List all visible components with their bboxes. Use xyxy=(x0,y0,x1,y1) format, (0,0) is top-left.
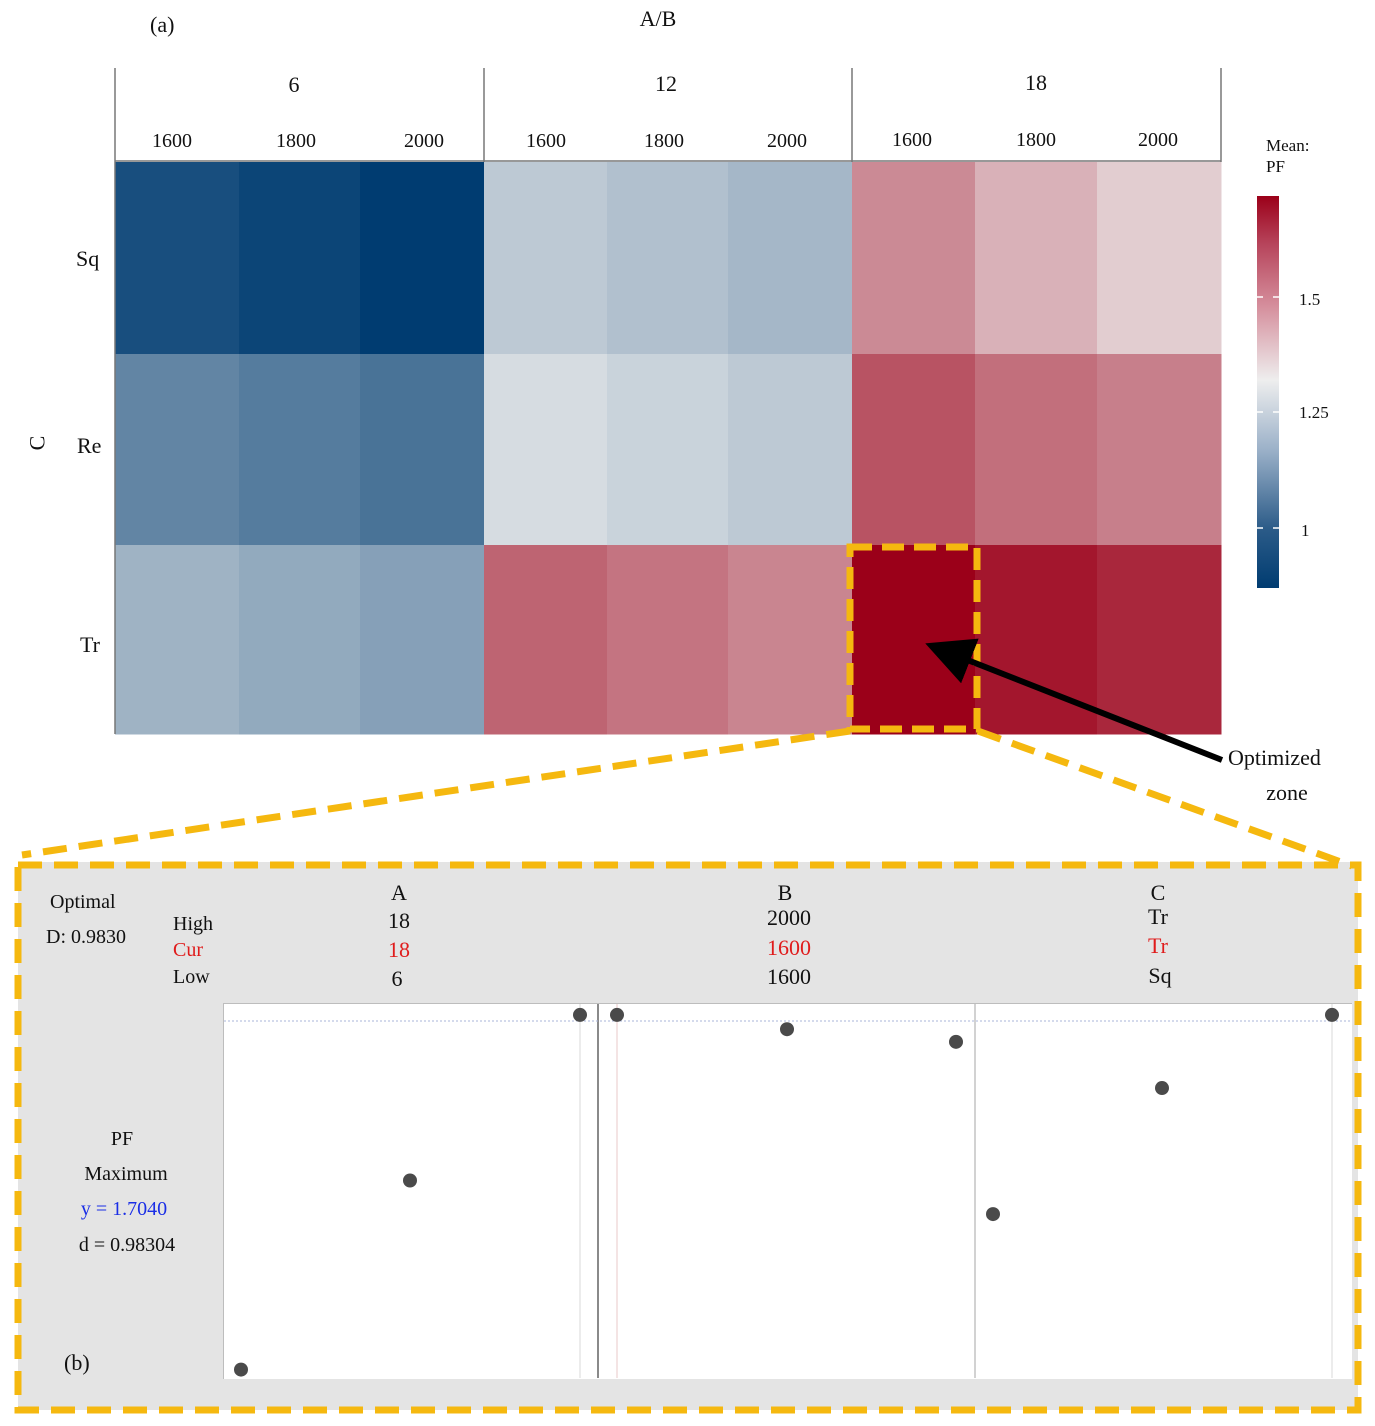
factor-a-high: 18 xyxy=(388,908,410,933)
heatmap-cell xyxy=(360,162,485,355)
row-low-label: Low xyxy=(173,966,210,988)
profiler-point xyxy=(780,1022,794,1037)
heatmap-cell xyxy=(975,354,1098,546)
heatmap-cell xyxy=(852,545,976,735)
sub-label: 1800 xyxy=(1016,129,1056,151)
zoom-connector-right xyxy=(976,727,1354,870)
profiler-gridlines xyxy=(224,1004,1350,1378)
heatmap-cell xyxy=(115,354,240,546)
profiler-point xyxy=(949,1034,963,1049)
factor-c-high: Tr xyxy=(1148,904,1168,929)
profiler-plot-area xyxy=(223,1003,1352,1379)
heatmap-cell xyxy=(1097,162,1222,355)
legend-title-line1: Mean: xyxy=(1266,136,1310,155)
sub-label: 2000 xyxy=(404,130,444,152)
optimized-zone-arrow xyxy=(925,638,1224,763)
heatmap-cell xyxy=(360,545,485,735)
row-high-label: High xyxy=(173,913,213,935)
row-label-sq: Sq xyxy=(76,246,100,271)
sub-label: 2000 xyxy=(1138,129,1178,151)
profiler-point xyxy=(573,1007,587,1022)
heatmap-cell xyxy=(607,354,729,546)
heatmap-cell xyxy=(728,545,853,735)
row-cur-label: Cur xyxy=(173,939,203,961)
heatmap-cell xyxy=(115,162,240,355)
heatmap-cell xyxy=(239,162,361,355)
sub-label: 1800 xyxy=(644,130,684,152)
profiler-points xyxy=(234,1007,1339,1377)
colorbar-tick-label: 1 xyxy=(1301,521,1310,540)
panel-b-label: (b) xyxy=(64,1350,90,1375)
row-label-re: Re xyxy=(77,433,102,458)
heatmap-header-frame xyxy=(114,68,1222,734)
heatmap-cell xyxy=(975,162,1098,355)
profiler-frame xyxy=(14,861,1362,1414)
response-desirability: d = 0.98304 xyxy=(78,1234,176,1256)
group-label-18: 18 xyxy=(1025,70,1047,95)
sub-label: 1600 xyxy=(152,130,192,152)
profiler-point xyxy=(610,1007,624,1022)
profiler-point xyxy=(234,1362,248,1377)
response-name: PF xyxy=(110,1128,134,1150)
profiler-point xyxy=(1325,1007,1339,1022)
heatmap-cell xyxy=(1097,354,1222,546)
heatmap-cell xyxy=(607,162,729,355)
sub-label: 1600 xyxy=(892,129,932,151)
factor-a-cur: 18 xyxy=(388,937,410,962)
factor-b-cur: 1600 xyxy=(767,935,811,960)
factor-c-low: Sq xyxy=(1148,963,1172,988)
heatmap-cell xyxy=(239,354,361,546)
factor-a-name: A xyxy=(391,880,407,905)
heatmap-cells xyxy=(115,162,1222,735)
heatmap-cell xyxy=(239,545,361,735)
group-label-12: 12 xyxy=(655,71,677,96)
factor-c-name: C xyxy=(1150,880,1166,905)
heatmap-cell xyxy=(484,162,608,355)
heatmap-cell xyxy=(607,545,729,735)
heatmap-cell xyxy=(115,545,240,735)
annotation-optimized: Optimized xyxy=(1228,745,1321,770)
heatmap-cell xyxy=(360,354,485,546)
top-axis-title: A/B xyxy=(639,6,677,31)
colorbar-tick-label: 1.5 xyxy=(1299,290,1321,309)
profiler-point xyxy=(1155,1081,1169,1096)
colorbar xyxy=(1257,196,1279,588)
row-label-tr: Tr xyxy=(80,632,100,657)
heatmap-cell xyxy=(484,545,608,735)
colorbar-ticks xyxy=(1257,296,1279,529)
colorbar-tick-label: 1.25 xyxy=(1299,403,1329,422)
heatmap-cell xyxy=(1097,545,1222,735)
factor-c-cur: Tr xyxy=(1148,933,1168,958)
profiler-point xyxy=(986,1207,1000,1222)
sub-label: 2000 xyxy=(767,130,807,152)
heatmap-cell xyxy=(728,162,853,355)
factor-a-low: 6 xyxy=(391,966,403,991)
sub-label: 1600 xyxy=(526,130,566,152)
factor-b-name: B xyxy=(777,880,793,905)
response-goal: Maximum xyxy=(84,1163,168,1185)
factor-b-low: 1600 xyxy=(767,964,811,989)
profiler-point xyxy=(403,1173,417,1188)
legend-title-line2: PF xyxy=(1266,157,1285,176)
heatmap-cell xyxy=(852,162,976,355)
heatmap-cell xyxy=(484,354,608,546)
heatmap-cell xyxy=(852,354,976,546)
annotation-zone: zone xyxy=(1266,780,1308,805)
panel-a-label: (a) xyxy=(150,12,175,37)
sub-label: 1800 xyxy=(276,130,316,152)
optimized-cell-highlight xyxy=(846,543,981,733)
group-label-6: 6 xyxy=(288,72,300,97)
response-predicted-y: y = 1.7040 xyxy=(80,1198,168,1220)
optimal-label: Optimal xyxy=(50,891,116,913)
zoom-connector-left xyxy=(21,727,851,859)
heatmap-cell xyxy=(728,354,853,546)
factor-b-high: 2000 xyxy=(767,905,811,930)
desirability-total: D: 0.9830 xyxy=(46,926,126,948)
